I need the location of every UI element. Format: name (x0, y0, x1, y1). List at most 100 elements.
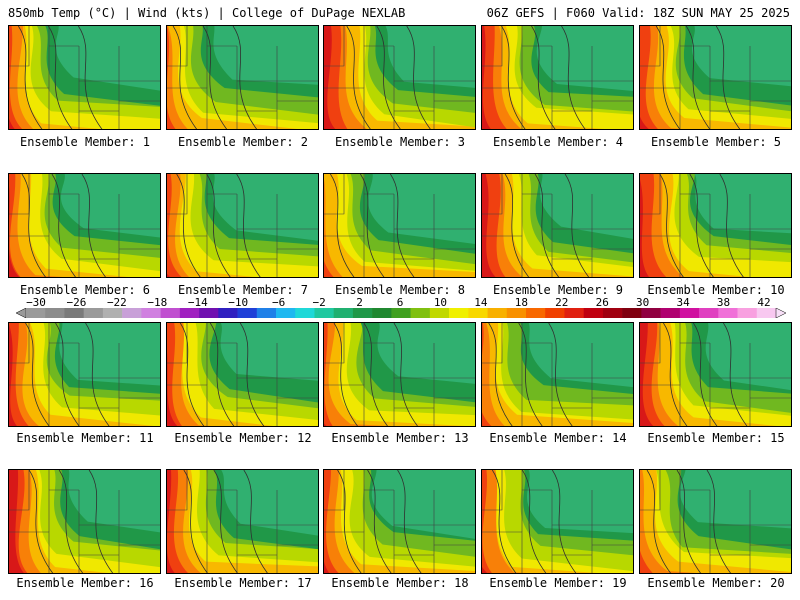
colorbar-tick-label: 6 (396, 296, 404, 309)
ensemble-member-map (639, 469, 792, 574)
colorbar-tick-label: 30 (636, 296, 650, 309)
colorbar-segment (45, 308, 65, 318)
ensemble-member-label: Ensemble Member: 19 (489, 576, 627, 590)
colorbar-segment (487, 308, 508, 318)
ensemble-member-map (323, 173, 476, 278)
valid-time: 06Z GEFS | F060 Valid: 18Z SUN MAY 25 20… (486, 6, 790, 20)
colorbar-segment (506, 308, 527, 318)
colorbar-segment (179, 308, 200, 318)
ensemble-member-map (166, 322, 319, 427)
colorbar-tick-label: 38 (716, 296, 731, 309)
ensemble-member-label: Ensemble Member: 17 (174, 576, 312, 590)
colorbar-segment (449, 308, 469, 318)
colorbar-tick-label: −22 (106, 296, 127, 309)
colorbar-tick-label: −2 (312, 296, 326, 309)
colorbar-segment (372, 308, 392, 318)
colorbar-tick-label: −6 (272, 296, 286, 309)
colorbar-segment (391, 308, 411, 318)
colorbar-segment (564, 308, 584, 318)
ensemble-member-label: Ensemble Member: 11 (16, 431, 154, 445)
ensemble-member-map (8, 173, 161, 278)
colorbar-segment (526, 308, 546, 318)
colorbar-segment (429, 308, 450, 318)
colorbar-tick-label: −10 (228, 296, 249, 309)
ensemble-member-map (481, 469, 634, 574)
ensemble-member-label: Ensemble Member: 12 (174, 431, 312, 445)
ensemble-member-map (166, 173, 319, 278)
ensemble-member-map (8, 469, 161, 574)
ensemble-member-label: Ensemble Member: 2 (177, 135, 309, 149)
ensemble-member-label: Ensemble Member: 4 (492, 135, 624, 149)
ensemble-member-label: Ensemble Member: 5 (650, 135, 782, 149)
colorbar-segment (199, 308, 219, 318)
colorbar-tick-label: 2 (356, 296, 363, 309)
colorbar-segment (218, 308, 238, 318)
colorbar-segment (352, 308, 373, 318)
colorbar-segment (410, 308, 431, 318)
colorbar-segment (602, 308, 623, 318)
colorbar-tick-label: −26 (66, 296, 87, 309)
ensemble-member-label: Ensemble Member: 14 (489, 431, 627, 445)
ensemble-member-label: Ensemble Member: 1 (19, 135, 151, 149)
colorbar-segment (756, 308, 777, 318)
colorbar-tick-label: −14 (187, 296, 208, 309)
colorbar-segment (737, 308, 758, 318)
colorbar-segment (660, 308, 681, 318)
colorbar-tick-label: −18 (147, 296, 168, 309)
colorbar-tick-label: 26 (595, 296, 609, 309)
ensemble-member-map (639, 25, 792, 130)
colorbar-segment (160, 308, 181, 318)
ensemble-member-label: Ensemble Member: 20 (647, 576, 785, 590)
ensemble-member-map (166, 25, 319, 130)
colorbar-tick-label: 34 (676, 296, 690, 309)
ensemble-member-map (481, 322, 634, 427)
ensemble-member-label: Ensemble Member: 15 (647, 431, 785, 445)
ensemble-member-map (481, 25, 634, 130)
colorbar-segment (333, 308, 354, 318)
map-title: 850mb Temp (°C) | Wind (kts) | College o… (8, 6, 406, 20)
colorbar-segment (583, 308, 604, 318)
ensemble-member-label: Ensemble Member: 13 (331, 431, 469, 445)
ensemble-member-label: Ensemble Member: 16 (16, 576, 154, 590)
ensemble-member-label: Ensemble Member: 18 (331, 576, 469, 590)
ensemble-member-map (481, 173, 634, 278)
colorbar-tick-label: 18 (514, 296, 528, 309)
ensemble-member-label: Ensemble Member: 7 (177, 283, 309, 297)
ensemble-member-map (166, 469, 319, 574)
colorbar-segment (141, 308, 161, 318)
colorbar-segment (699, 308, 719, 318)
colorbar-segment (679, 308, 700, 318)
colorbar-segment (237, 308, 258, 318)
colorbar-segment (314, 308, 334, 318)
colorbar-segment (256, 308, 277, 318)
ensemble-member-map (8, 322, 161, 427)
colorbar-segment (295, 308, 315, 318)
colorbar-segment (26, 308, 46, 318)
colorbar-segment (122, 308, 142, 318)
colorbar-left-arrow (16, 308, 27, 318)
colorbar-segment (102, 308, 123, 318)
colorbar-segment (641, 308, 661, 318)
colorbar-segment (468, 308, 488, 318)
ensemble-member-label: Ensemble Member: 9 (492, 283, 624, 297)
colorbar-segment (276, 308, 296, 318)
colorbar-tick-label: −30 (26, 296, 46, 309)
ensemble-member-map (323, 469, 476, 574)
colorbar-tick-label: 14 (474, 296, 488, 309)
colorbar-segment (545, 308, 565, 318)
ensemble-member-label: Ensemble Member: 8 (334, 283, 466, 297)
ensemble-member-map (323, 322, 476, 427)
ensemble-member-map (8, 25, 161, 130)
ensemble-member-map (323, 25, 476, 130)
colorbar-segment (718, 308, 738, 318)
ensemble-member-map (639, 322, 792, 427)
colorbar-tick-label: 42 (757, 296, 771, 309)
ensemble-member-label: Ensemble Member: 6 (19, 283, 151, 297)
ensemble-member-map (639, 173, 792, 278)
ensemble-member-label: Ensemble Member: 10 (647, 283, 785, 297)
colorbar-segment (622, 308, 642, 318)
temperature-colorbar (16, 308, 786, 318)
colorbar-segment (83, 308, 104, 318)
colorbar-segment (64, 308, 84, 318)
colorbar-right-arrow (775, 308, 786, 318)
